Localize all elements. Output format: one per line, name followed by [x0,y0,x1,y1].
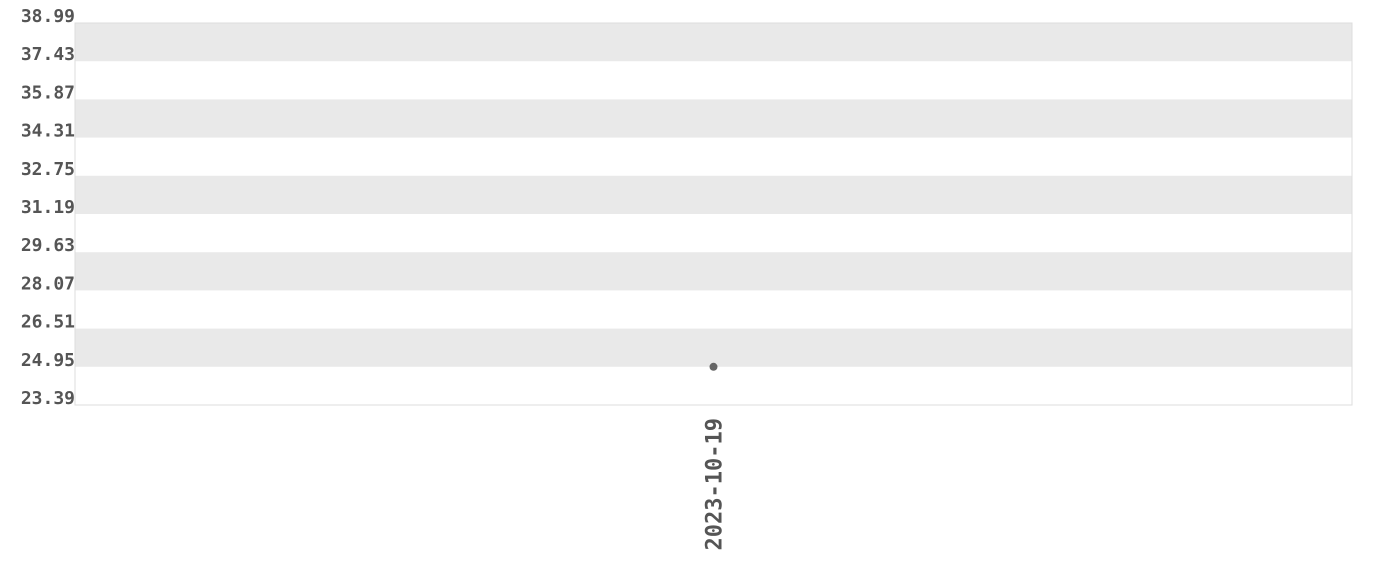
y-tick-label: 31.19 [21,197,75,218]
grid-band [75,23,1352,62]
y-tick-label: 24.95 [21,350,75,371]
y-tick-label: 38.99 [21,6,75,27]
y-tick-label: 23.39 [21,388,75,409]
y-tick-label: 28.07 [21,273,75,294]
plot-border [74,22,1353,406]
grid-band [75,328,1352,367]
y-tick-label: 32.75 [21,159,75,180]
y-tick-label: 35.87 [21,82,75,103]
y-tick-label: 34.31 [21,121,75,142]
grid-band [75,99,1352,138]
grid-band [75,252,1352,291]
y-tick-label: 37.43 [21,44,75,65]
data-point [709,362,718,371]
y-tick-label: 29.63 [21,235,75,256]
y-tick-label: 26.51 [21,312,75,333]
grid-band [75,175,1352,214]
x-tick-label: 2023-10-19 [703,418,728,550]
